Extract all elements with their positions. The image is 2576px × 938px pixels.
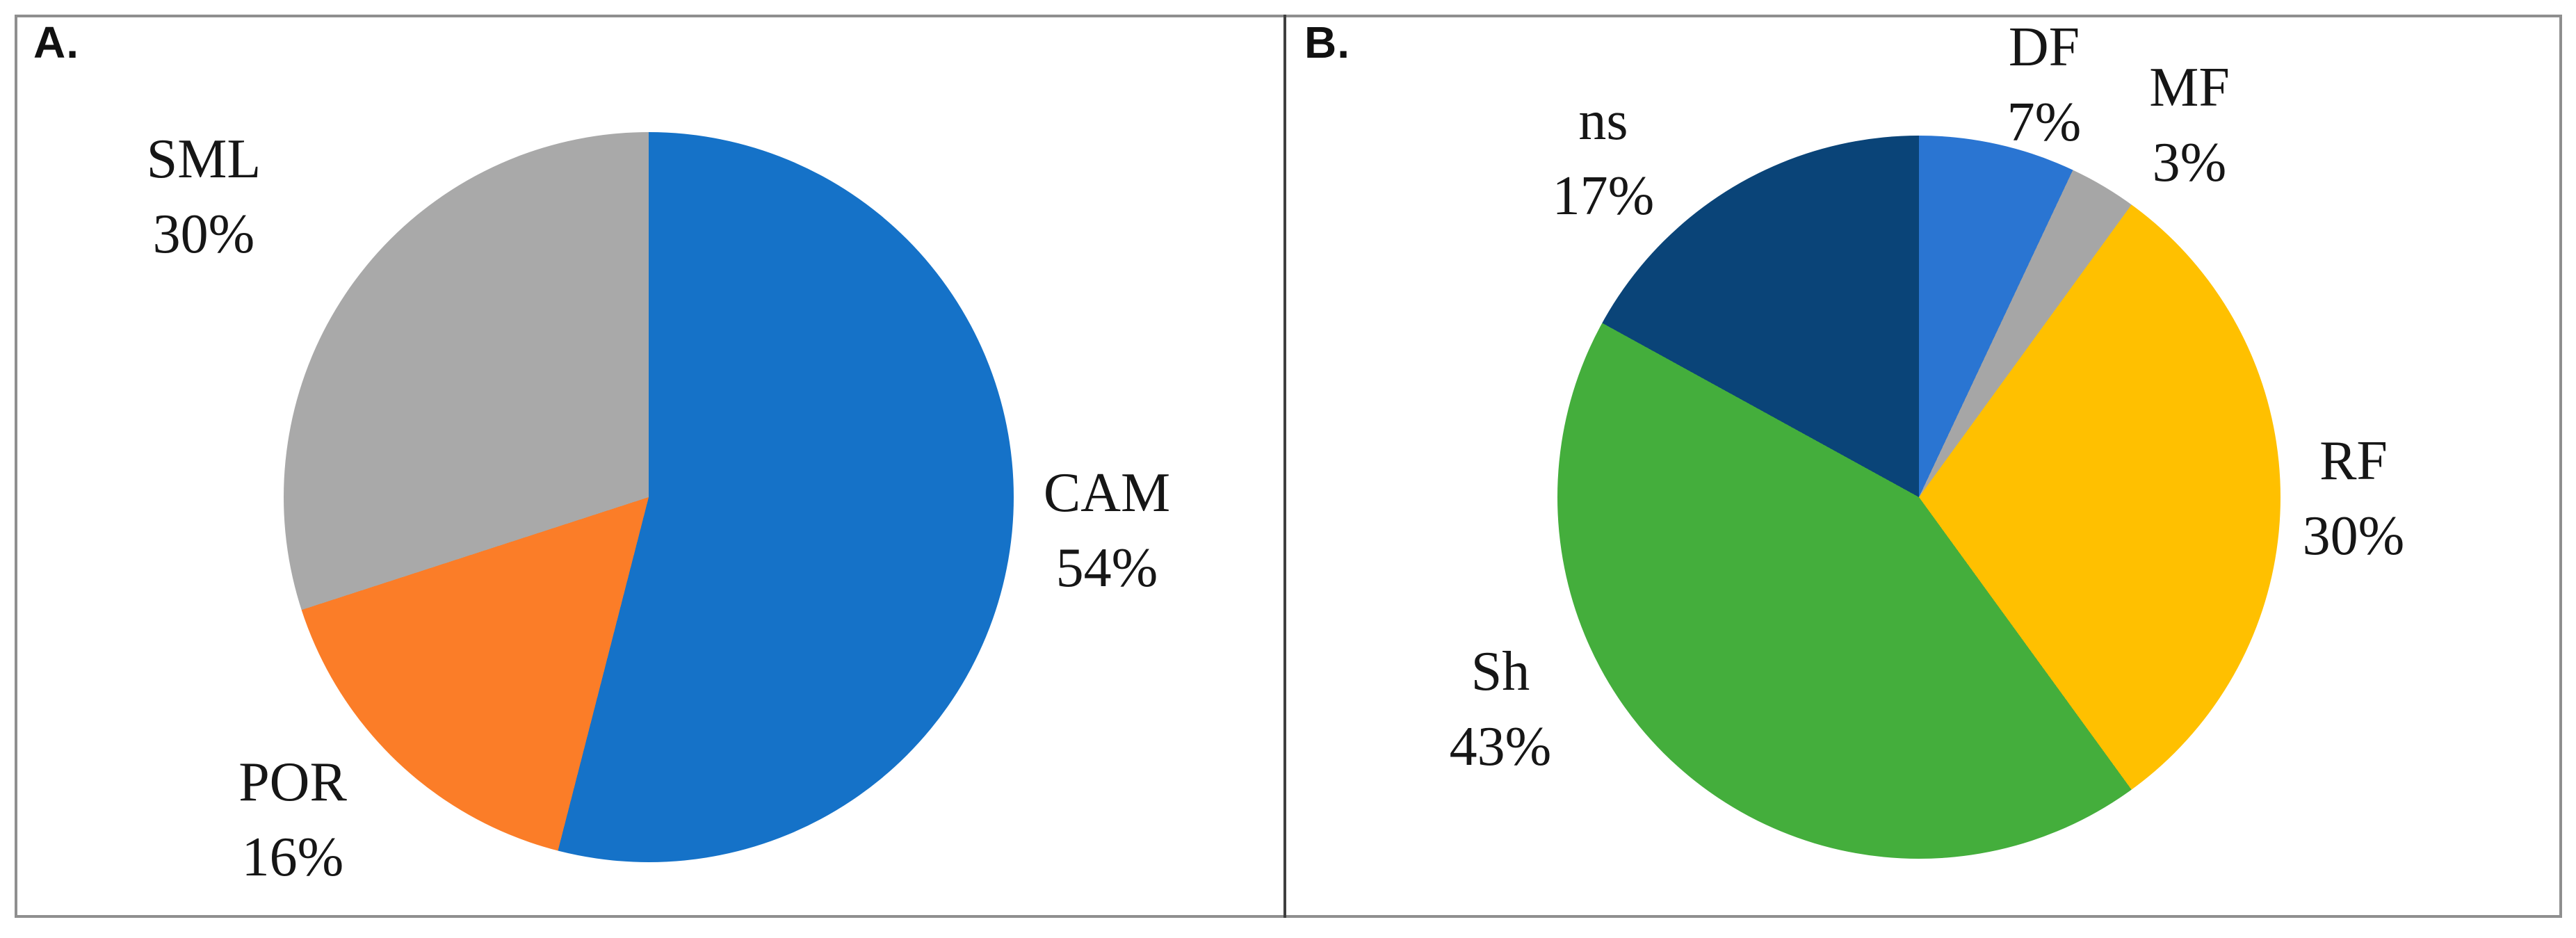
slice-label-ns: ns 17% <box>1553 83 1655 234</box>
panel-a-letter: A. <box>33 17 79 67</box>
slice-label-df: DF 7% <box>2007 10 2082 160</box>
slice-label-rf-pct: 30% <box>2302 506 2405 567</box>
panel-b-letter: B. <box>1304 17 1350 67</box>
slice-label-por-name: POR <box>238 752 347 813</box>
slice-label-cam-pct: 54% <box>1055 537 1158 599</box>
slice-label-sml-pct: 30% <box>152 204 255 265</box>
slice-label-ns-pct: 17% <box>1552 165 1655 227</box>
panel-divider-line <box>1283 15 1286 918</box>
pie-chart-a <box>284 132 1014 862</box>
slice-label-df-name: DF <box>2008 17 2080 78</box>
pie-chart-b <box>1557 136 2281 859</box>
slice-label-df-pct: 7% <box>2007 92 2082 153</box>
slice-label-sh-name: Sh <box>1471 641 1530 702</box>
slice-label-sh: Sh 43% <box>1450 634 1552 784</box>
slice-label-mf-name: MF <box>2149 57 2230 118</box>
slice-label-mf: MF 3% <box>2149 50 2230 200</box>
slice-label-sml-name: SML <box>146 129 261 190</box>
slice-label-cam: CAM 54% <box>1044 455 1170 606</box>
slice-label-por-pct: 16% <box>241 827 344 888</box>
slice-label-ns-name: ns <box>1578 90 1628 152</box>
slice-label-rf-name: RF <box>2319 430 2388 492</box>
slice-label-cam-name: CAM <box>1043 462 1171 524</box>
slice-label-mf-pct: 3% <box>2152 132 2227 193</box>
slice-label-por: POR 16% <box>238 745 347 895</box>
slice-label-sh-pct: 43% <box>1449 716 1552 777</box>
slice-label-rf: RF 30% <box>2303 423 2405 574</box>
slice-label-sml: SML 30% <box>147 122 261 272</box>
